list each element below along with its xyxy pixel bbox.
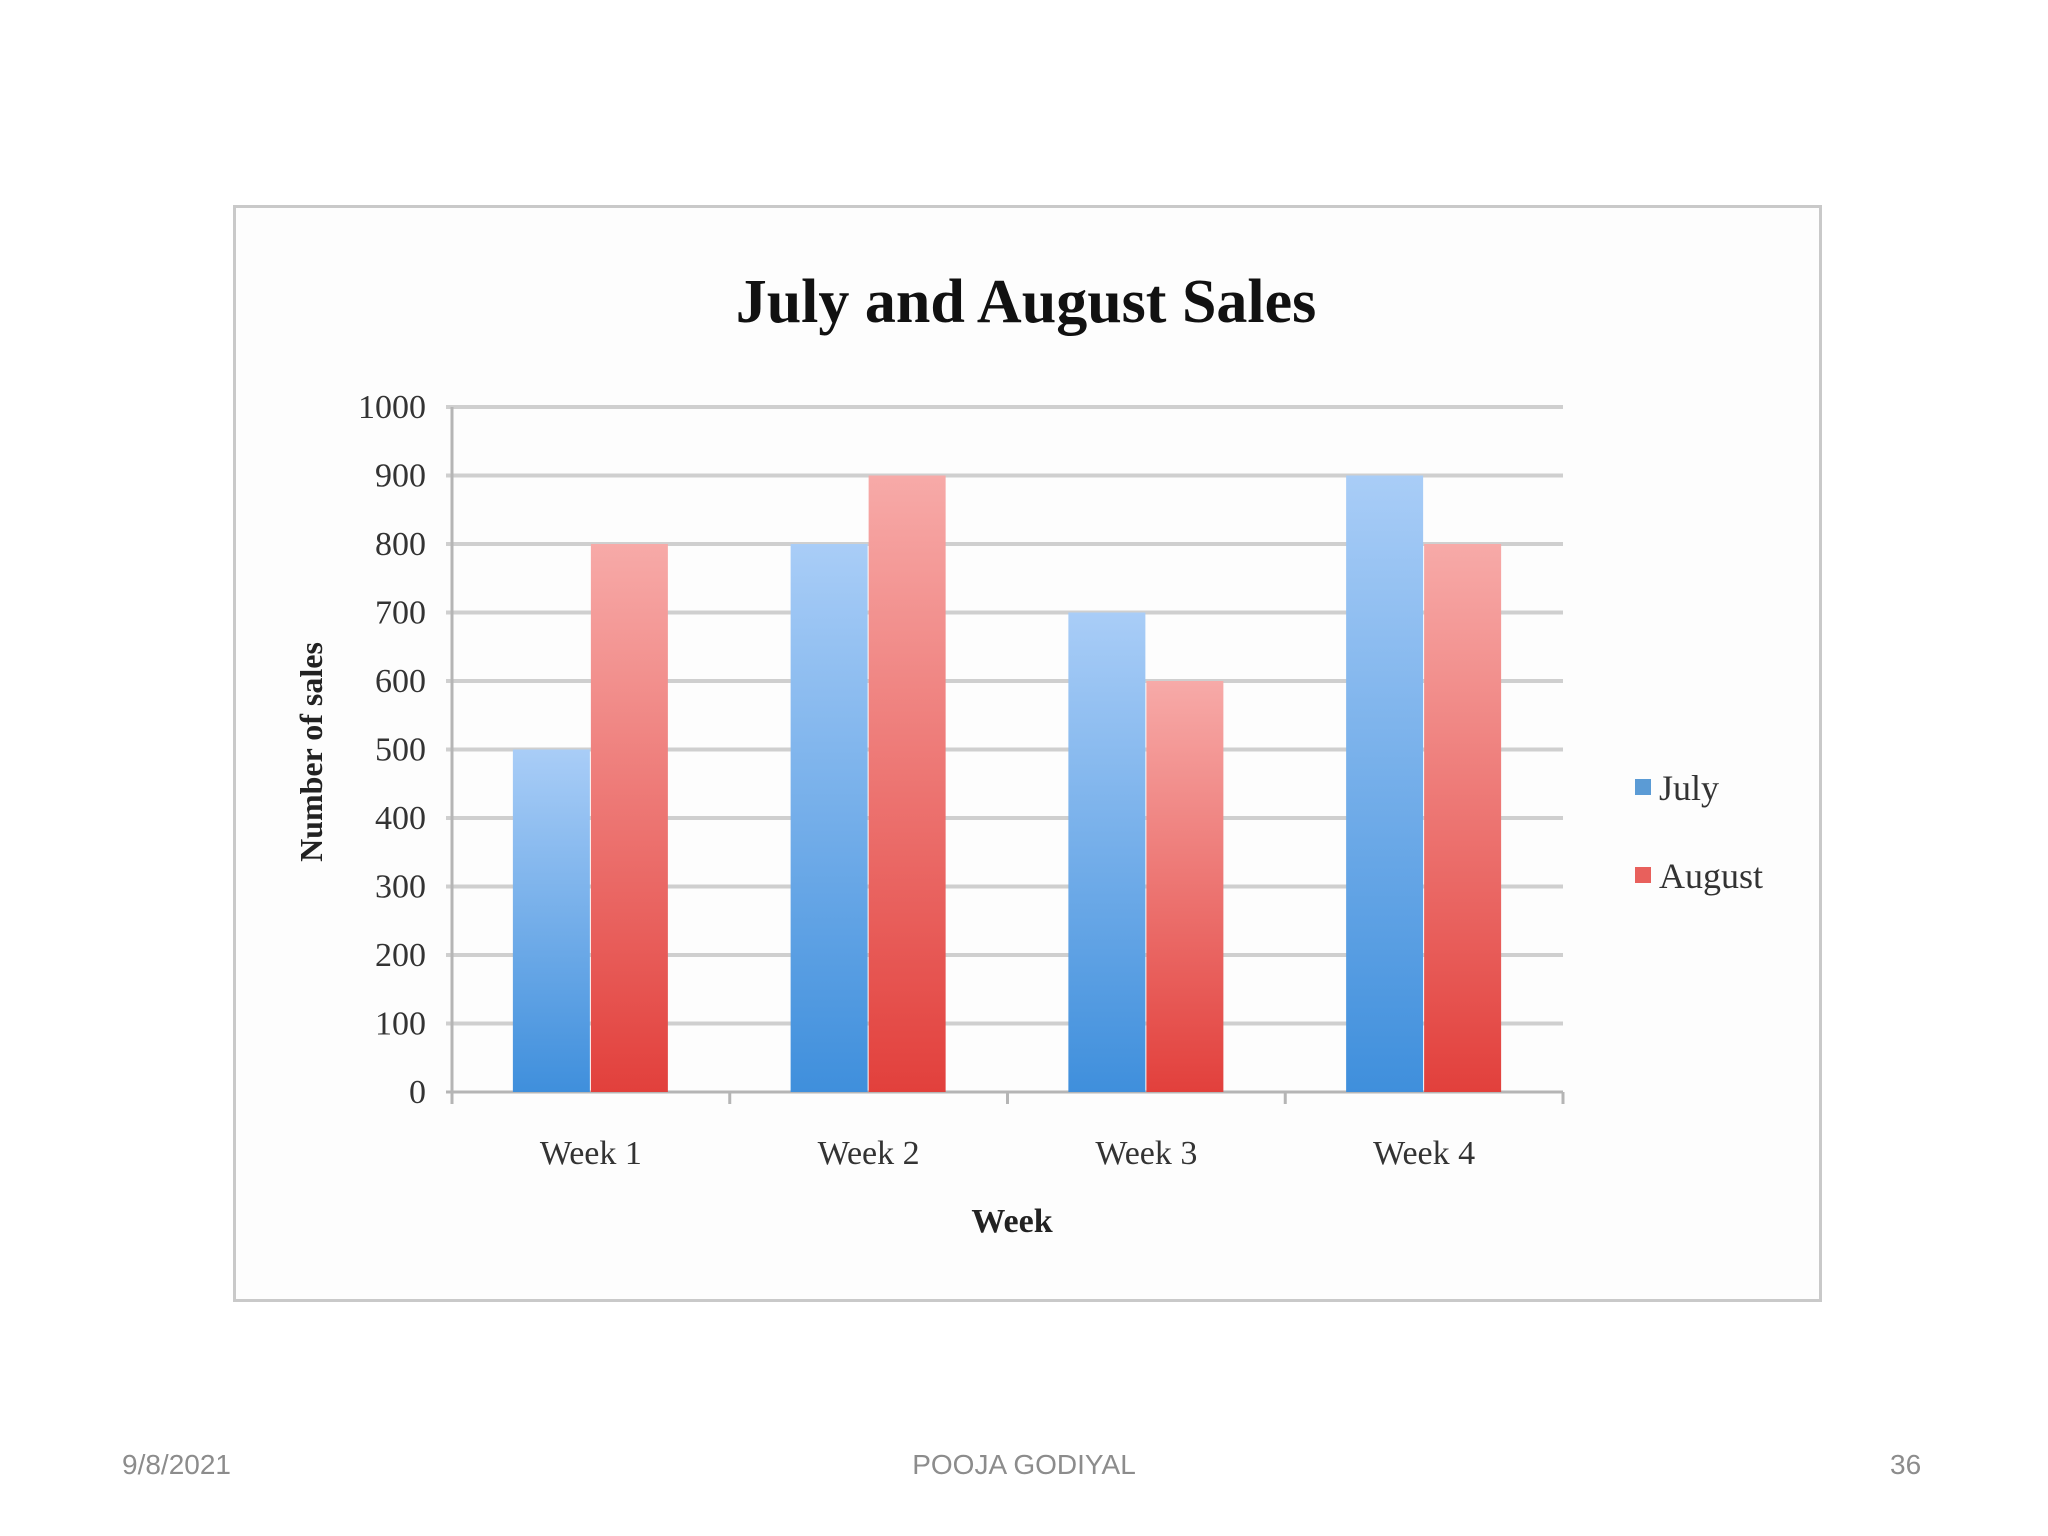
y-tick-label: 300 (375, 869, 426, 906)
legend-label-july: July (1659, 768, 1719, 808)
legend: July August (1635, 768, 1763, 896)
y-tick-label: 100 (375, 1006, 426, 1043)
x-tick-labels: Week 1 Week 2 Week 3 Week 4 (540, 1135, 1475, 1172)
bar-july-1 (512, 749, 590, 1092)
bar-july-2 (790, 544, 868, 1092)
bar-july-3 (1068, 612, 1146, 1092)
footer-date: 9/8/2021 (122, 1449, 231, 1480)
legend-swatch-august (1635, 867, 1651, 883)
x-axis-title: Week (971, 1203, 1052, 1240)
y-axis-title: Number of sales (293, 642, 329, 862)
y-tick-label: 700 (375, 595, 426, 632)
bar-august-1 (590, 544, 668, 1092)
y-tick-label: 0 (409, 1074, 426, 1111)
bar-august-4 (1424, 544, 1502, 1092)
chart-frame (233, 205, 1822, 1302)
bar-august-2 (868, 475, 946, 1092)
bars (512, 475, 1502, 1092)
y-tick-label: 500 (375, 732, 426, 769)
y-tick-label: 1000 (358, 389, 426, 426)
legend-label-august: August (1659, 856, 1763, 896)
chart-title: July and August Sales (736, 268, 1317, 336)
legend-swatch-july (1635, 779, 1651, 795)
footer-author: POOJA GODIYAL (912, 1449, 1136, 1480)
y-tick-label: 200 (375, 937, 426, 974)
y-tick-label: 600 (375, 663, 426, 700)
bar-july-4 (1346, 475, 1424, 1092)
bar-august-3 (1146, 681, 1224, 1092)
y-tick-label: 800 (375, 526, 426, 563)
y-tick-label: 900 (375, 458, 426, 495)
x-tick-label: Week 4 (1373, 1135, 1475, 1172)
y-tick-labels: 0 100 200 300 400 500 600 700 800 900 1000 (358, 389, 426, 1111)
x-tick-label: Week 3 (1095, 1135, 1197, 1172)
x-tick-label: Week 1 (540, 1135, 642, 1172)
x-tick-label: Week 2 (818, 1135, 920, 1172)
y-tick-label: 400 (375, 800, 426, 837)
page-number: 36 (1890, 1449, 1922, 1480)
